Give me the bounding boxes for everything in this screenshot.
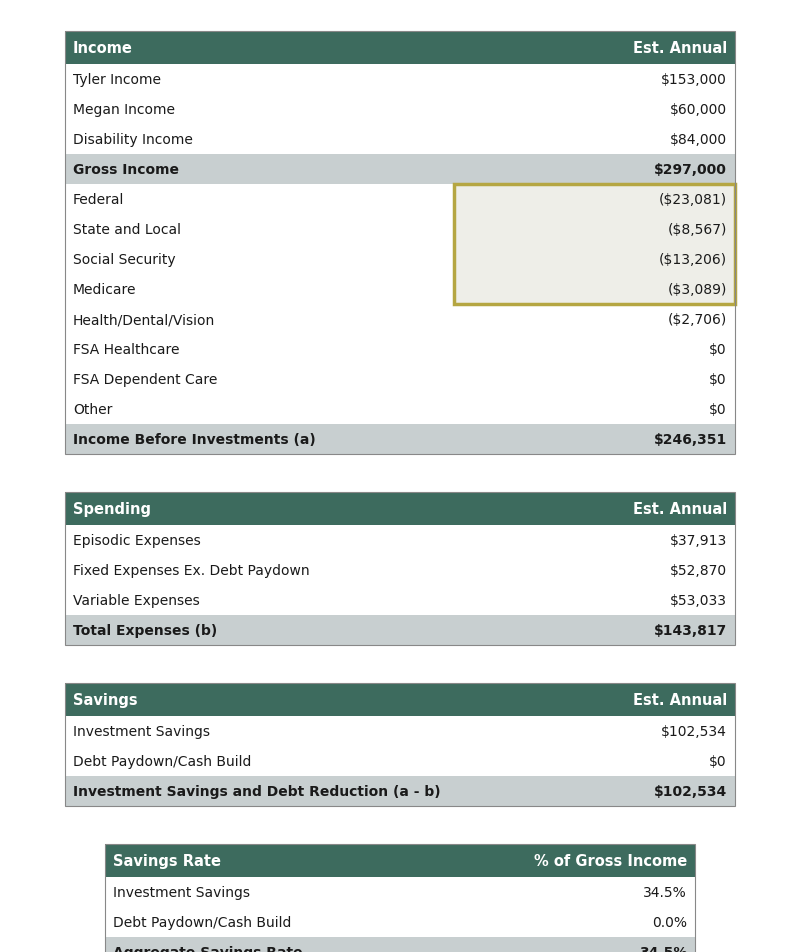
Bar — [454, 185, 735, 305]
Bar — [65, 155, 735, 185]
Text: Income: Income — [73, 41, 133, 56]
Text: Tyler Income: Tyler Income — [73, 73, 161, 87]
Text: Social Security: Social Security — [73, 252, 176, 267]
Text: FSA Healthcare: FSA Healthcare — [73, 343, 179, 357]
Text: Est. Annual: Est. Annual — [633, 41, 727, 56]
Text: Investment Savings and Debt Reduction (a - b): Investment Savings and Debt Reduction (a… — [73, 784, 441, 798]
Text: $297,000: $297,000 — [654, 163, 727, 177]
Bar — [105, 877, 695, 907]
Bar — [65, 394, 735, 425]
Bar — [105, 844, 695, 952]
Text: $102,534: $102,534 — [654, 784, 727, 798]
Bar — [65, 684, 735, 716]
Bar — [105, 937, 695, 952]
Text: Investment Savings: Investment Savings — [73, 724, 210, 738]
Text: Medicare: Medicare — [73, 283, 137, 297]
Text: Debt Paydown/Cash Build: Debt Paydown/Cash Build — [113, 915, 291, 929]
Text: $0: $0 — [710, 343, 727, 357]
Text: ($13,206): ($13,206) — [659, 252, 727, 267]
Text: FSA Dependent Care: FSA Dependent Care — [73, 372, 218, 387]
Text: ($2,706): ($2,706) — [668, 312, 727, 327]
Text: Variable Expenses: Variable Expenses — [73, 593, 200, 607]
Text: Gross Income: Gross Income — [73, 163, 179, 177]
Text: $143,817: $143,817 — [654, 624, 727, 637]
Text: Other: Other — [73, 403, 112, 417]
Bar — [65, 716, 735, 746]
Text: Megan Income: Megan Income — [73, 103, 175, 117]
Bar — [105, 907, 695, 937]
Bar — [65, 125, 735, 155]
Bar — [65, 425, 735, 454]
Bar — [454, 185, 735, 305]
Text: 0.0%: 0.0% — [652, 915, 687, 929]
Bar — [65, 492, 735, 645]
Text: Health/Dental/Vision: Health/Dental/Vision — [73, 312, 215, 327]
Bar — [65, 684, 735, 806]
Bar — [65, 526, 735, 555]
Text: Investment Savings: Investment Savings — [113, 885, 250, 899]
Bar — [65, 185, 735, 215]
Text: Spending: Spending — [73, 502, 151, 516]
Text: $84,000: $84,000 — [670, 133, 727, 147]
Bar — [65, 492, 735, 526]
Text: State and Local: State and Local — [73, 223, 181, 237]
Bar — [65, 32, 735, 65]
Bar — [65, 365, 735, 394]
Bar — [65, 95, 735, 125]
Bar — [65, 65, 735, 95]
Bar — [65, 615, 735, 645]
Text: $60,000: $60,000 — [670, 103, 727, 117]
Text: $0: $0 — [710, 372, 727, 387]
Text: Total Expenses (b): Total Expenses (b) — [73, 624, 218, 637]
Bar — [65, 275, 735, 305]
Text: Income Before Investments (a): Income Before Investments (a) — [73, 432, 316, 446]
Text: Savings: Savings — [73, 692, 138, 707]
Bar — [65, 776, 735, 806]
Text: 34.5%: 34.5% — [638, 945, 687, 952]
Text: Aggregate Savings Rate: Aggregate Savings Rate — [113, 945, 302, 952]
Text: Debt Paydown/Cash Build: Debt Paydown/Cash Build — [73, 754, 251, 768]
Text: ($23,081): ($23,081) — [659, 193, 727, 207]
Text: Episodic Expenses: Episodic Expenses — [73, 533, 201, 547]
Text: ($3,089): ($3,089) — [668, 283, 727, 297]
Text: Disability Income: Disability Income — [73, 133, 193, 147]
Text: $52,870: $52,870 — [670, 564, 727, 578]
Bar — [105, 844, 695, 877]
Text: Fixed Expenses Ex. Debt Paydown: Fixed Expenses Ex. Debt Paydown — [73, 564, 310, 578]
Text: $102,534: $102,534 — [661, 724, 727, 738]
Bar — [65, 32, 735, 454]
Text: % of Gross Income: % of Gross Income — [534, 853, 687, 868]
Text: ($8,567): ($8,567) — [668, 223, 727, 237]
Bar — [65, 585, 735, 615]
Text: Federal: Federal — [73, 193, 124, 207]
Bar — [65, 305, 735, 335]
Bar — [65, 746, 735, 776]
Bar — [65, 335, 735, 365]
Text: $153,000: $153,000 — [661, 73, 727, 87]
Bar — [65, 555, 735, 585]
Text: $246,351: $246,351 — [654, 432, 727, 446]
Bar — [65, 245, 735, 275]
Text: $53,033: $53,033 — [670, 593, 727, 607]
Text: Est. Annual: Est. Annual — [633, 502, 727, 516]
Text: Savings Rate: Savings Rate — [113, 853, 221, 868]
Text: $0: $0 — [710, 403, 727, 417]
Text: Est. Annual: Est. Annual — [633, 692, 727, 707]
Text: $37,913: $37,913 — [670, 533, 727, 547]
Text: 34.5%: 34.5% — [643, 885, 687, 899]
Bar — [65, 215, 735, 245]
Text: $0: $0 — [710, 754, 727, 768]
